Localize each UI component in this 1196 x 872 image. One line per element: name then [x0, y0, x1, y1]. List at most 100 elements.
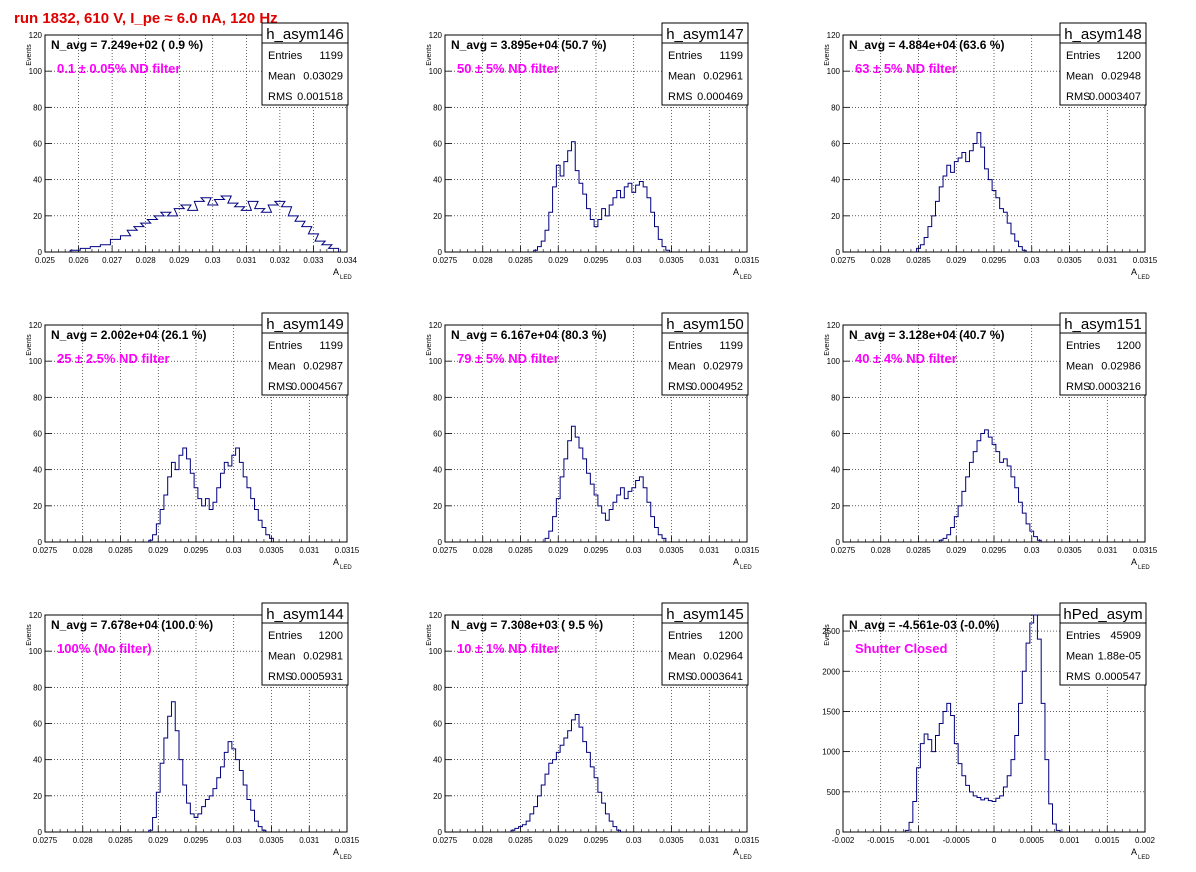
- y-axis-title: Events: [824, 624, 831, 646]
- x-tick-label: 0.029: [946, 256, 967, 265]
- stats-title: hPed_asym: [1063, 606, 1142, 623]
- stats-key: Mean: [1066, 361, 1094, 373]
- x-tick-label: 0.0315: [335, 546, 360, 555]
- x-axis-title-subscript: LED: [740, 855, 752, 861]
- y-tick-label: 80: [831, 393, 840, 402]
- x-tick-label: 0.032: [270, 256, 291, 265]
- histogram-panel-hPed_asym: -0.002 -0.0015 -0.001 -0.0005 0 0.0005 0.001 0.…: [822, 602, 1156, 861]
- histogram-panel-h_asym145: 0.0275 0.028 0.0285 0.029 0.0295 0.03 0.0305 0.…: [426, 602, 760, 861]
- x-axis-title-subscript: LED: [340, 855, 352, 861]
- y-tick-label: 60: [33, 430, 42, 439]
- x-tick-label: 0.028: [871, 256, 892, 265]
- x-tick-label: 0.029: [548, 836, 569, 845]
- x-tick-label: 0.03: [226, 546, 242, 555]
- y-tick-label: 120: [29, 321, 43, 330]
- y-tick-label: 0: [836, 538, 841, 547]
- y-tick-label: 80: [433, 393, 442, 402]
- stats-key: Mean: [668, 651, 696, 663]
- stats-box: [1059, 312, 1147, 396]
- y-axis-title: Events: [426, 334, 433, 356]
- stats-key: Entries: [268, 50, 303, 62]
- x-tick-label: 0.0015: [1095, 836, 1120, 845]
- stats-key: RMS: [268, 91, 292, 103]
- y-tick-label: 20: [33, 792, 42, 801]
- stats-value: 1200: [1117, 340, 1141, 352]
- filter-note: 50 ± 5% ND filter: [457, 61, 559, 76]
- stats-value: 1200: [319, 630, 343, 642]
- navg-label: N_avg = 7.308e+03 ( 9.5 %): [451, 618, 603, 632]
- stats-value: 0.001518: [297, 91, 343, 103]
- x-tick-label: 0.028: [136, 256, 157, 265]
- stats-key: Entries: [668, 50, 703, 62]
- x-axis-title-subscript: LED: [340, 565, 352, 571]
- stats-key: Mean: [668, 361, 696, 373]
- stats-value: 0.0004567: [291, 381, 343, 393]
- x-tick-label: 0.028: [73, 546, 94, 555]
- stats-key: Entries: [668, 630, 703, 642]
- histogram-line: [148, 447, 274, 542]
- histogram-panel-h_asym146: 0.025 0.026 0.027 0.028 0.029 0.03 0.031 0.032 0…: [26, 22, 358, 281]
- x-tick-label: 0.0275: [433, 546, 458, 555]
- stats-box: [661, 312, 749, 396]
- stats-key: RMS: [668, 381, 692, 393]
- y-tick-label: 500: [827, 788, 841, 797]
- stats-title: h_asym147: [666, 26, 744, 43]
- y-tick-label: 80: [831, 103, 840, 112]
- x-tick-label: 0.031: [1097, 256, 1118, 265]
- x-tick-label: 0.0295: [184, 546, 209, 555]
- y-tick-label: 80: [33, 103, 42, 112]
- x-tick-label: 0.031: [699, 256, 720, 265]
- x-tick-label: 0.0275: [831, 256, 856, 265]
- x-tick-label: 0.0275: [33, 546, 58, 555]
- x-tick-label: 0.031: [699, 836, 720, 845]
- x-axis-title: A: [1131, 267, 1137, 277]
- navg-label: N_avg = 7.249e+02 ( 0.9 %): [51, 38, 203, 52]
- stats-value: 1199: [319, 50, 343, 62]
- stats-key: RMS: [668, 671, 692, 683]
- run-title: run 1832, 610 V, I_pe ≈ 6.0 nA, 120 Hz: [14, 10, 278, 27]
- x-tick-label: -0.002: [832, 836, 855, 845]
- stats-value: 0.02987: [303, 361, 343, 373]
- y-tick-label: 120: [29, 31, 43, 40]
- stats-key: Entries: [1066, 340, 1101, 352]
- histogram-panel-h_asym148: 0.0275 0.028 0.0285 0.029 0.0295 0.03 0.0305 0.…: [824, 22, 1158, 281]
- y-axis-title: Events: [26, 334, 33, 356]
- stats-key: Mean: [668, 71, 696, 83]
- navg-label: N_avg = 6.167e+04 (80.3 %): [451, 328, 606, 342]
- x-tick-label: 0.0315: [735, 836, 760, 845]
- y-tick-label: 0: [438, 248, 443, 257]
- stats-value: 0.0003641: [691, 671, 743, 683]
- x-tick-label: 0.0285: [108, 546, 133, 555]
- y-tick-label: 120: [29, 611, 43, 620]
- x-tick-label: 0.03: [626, 836, 642, 845]
- x-tick-label: 0.03: [1024, 256, 1040, 265]
- x-axis-title: A: [333, 557, 339, 567]
- y-tick-label: 120: [429, 611, 443, 620]
- stats-title: h_asym148: [1064, 26, 1142, 43]
- x-tick-label: 0.033: [303, 256, 324, 265]
- stats-key: Entries: [1066, 630, 1101, 642]
- histogram-line: [148, 701, 267, 832]
- y-tick-label: 40: [433, 466, 442, 475]
- stats-box: [661, 602, 749, 686]
- navg-label: N_avg = 3.895e+04 (50.7 %): [451, 38, 606, 52]
- y-tick-label: 100: [29, 647, 43, 656]
- stats-value: 0.02979: [703, 361, 743, 373]
- y-tick-label: 1500: [822, 707, 840, 716]
- histogram-line: [904, 614, 1061, 832]
- x-tick-label: 0.0315: [735, 256, 760, 265]
- x-tick-label: -0.0005: [943, 836, 971, 845]
- y-tick-label: 120: [827, 321, 841, 330]
- y-tick-label: 40: [33, 176, 42, 185]
- x-axis-title-subscript: LED: [1138, 275, 1150, 281]
- x-tick-label: 0.0305: [1057, 546, 1082, 555]
- x-tick-label: 0.0275: [433, 256, 458, 265]
- histogram-line: [544, 425, 667, 542]
- x-tick-label: 0.0275: [831, 546, 856, 555]
- x-tick-label: 0.034: [337, 256, 358, 265]
- stats-title: h_asym150: [666, 316, 744, 333]
- x-tick-label: 0.0295: [584, 546, 609, 555]
- y-tick-label: 80: [33, 393, 42, 402]
- x-tick-label: 0.03: [626, 546, 642, 555]
- stats-value: 1200: [1117, 50, 1141, 62]
